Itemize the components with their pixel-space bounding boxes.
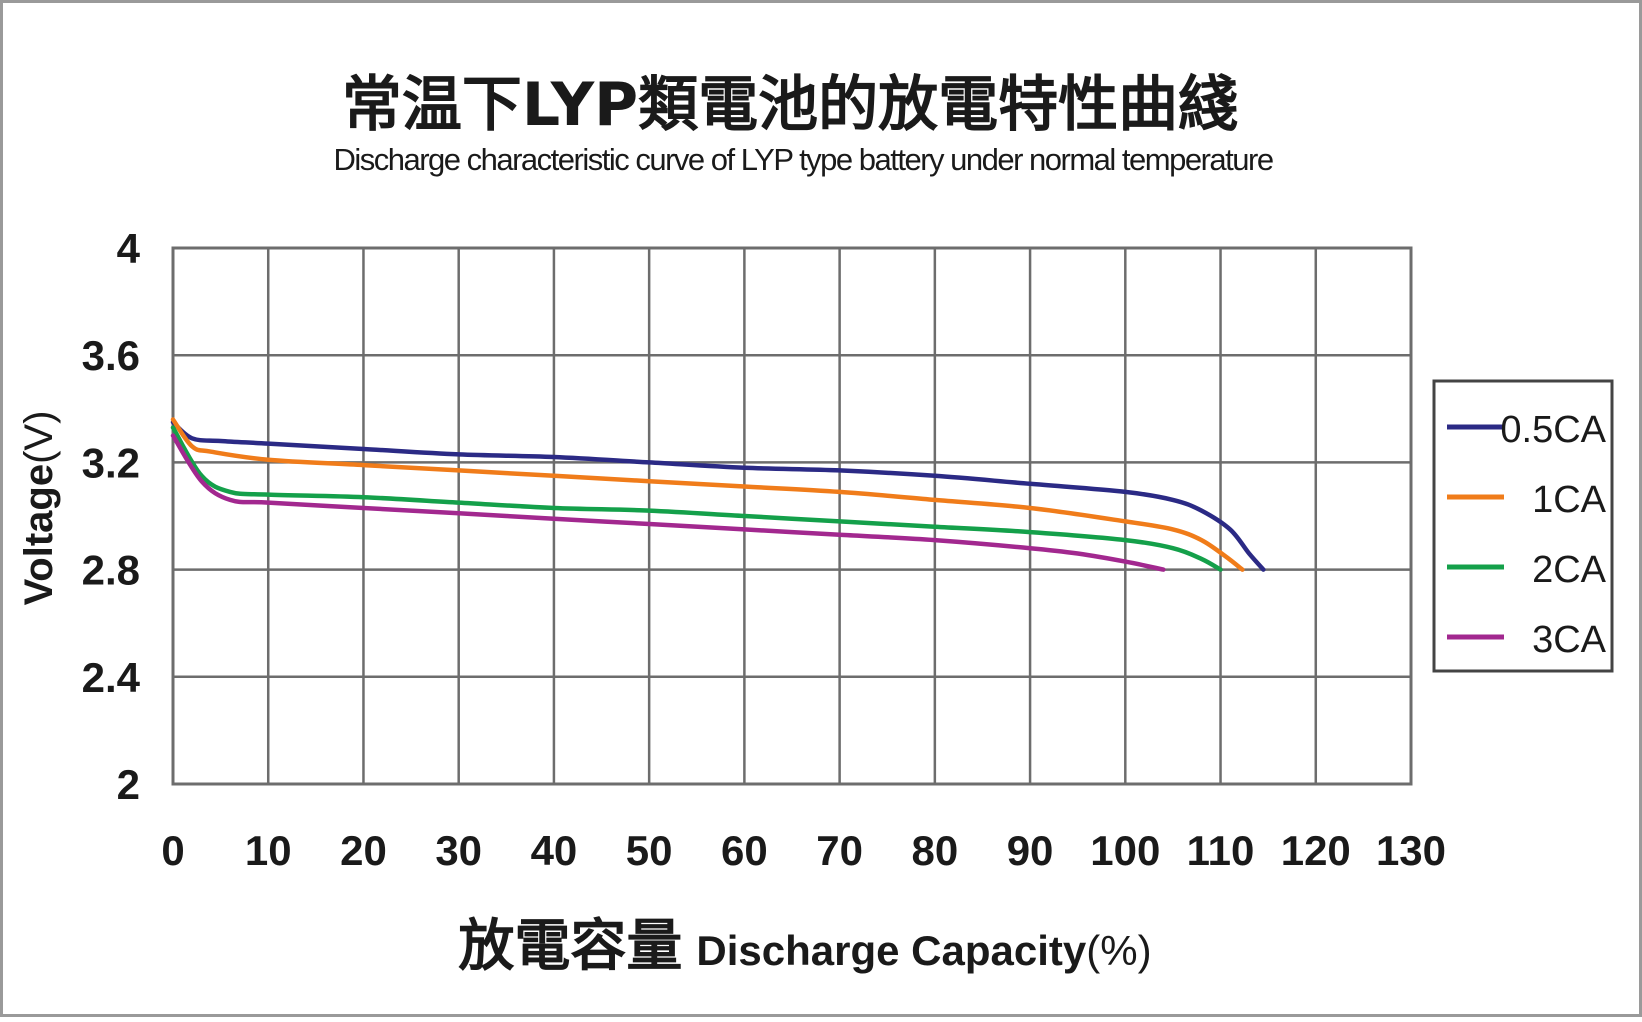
x-tick-label: 40 (531, 827, 578, 874)
x-tick-label: 110 (1187, 827, 1255, 874)
x-tick-label: 80 (911, 827, 958, 874)
x-tick-label: 120 (1281, 827, 1351, 874)
plot-area (171, 246, 1413, 786)
series-line-3ca (170, 433, 1166, 572)
y-tick-label: 3.6 (82, 332, 140, 379)
y-axis-unit: (V) (17, 411, 61, 464)
x-tick-label: 30 (435, 827, 482, 874)
x-axis-label: Discharge Capacity (696, 927, 1086, 974)
x-tick-label: 0 (161, 827, 184, 874)
legend-item: 3CA (1447, 619, 1607, 661)
legend-item: 2CA (1447, 549, 1607, 591)
y-tick-label: 2.4 (82, 654, 141, 701)
chart-subtitle: Discharge characteristic curve of LYP ty… (333, 142, 1272, 177)
series-line-1ca (170, 417, 1245, 572)
y-tick-label: 2.8 (82, 547, 140, 594)
x-axis-ticks: 0 10 20 30 40 50 60 70 80 90 100 110 120 130 (161, 827, 1446, 874)
legend: 0.5CA 1CA 2CA 3CA (1447, 409, 1607, 661)
legend-label: 1CA (1532, 479, 1607, 521)
grid-lines (173, 248, 1411, 784)
series-line-2ca (170, 425, 1223, 572)
legend-label: 2CA (1532, 549, 1607, 591)
y-axis-title: Voltage(V) (17, 411, 61, 606)
legend-item: 1CA (1447, 479, 1607, 521)
series-line-0_5ca (170, 419, 1266, 572)
legend-label: 0.5CA (1500, 409, 1606, 451)
x-axis-label-zh: 放電容量 (458, 914, 682, 979)
y-axis-ticks: 2 2.4 2.8 3.2 3.6 4 (82, 225, 141, 808)
legend-label: 3CA (1532, 619, 1607, 661)
series-layer (170, 417, 1266, 572)
y-axis-label: Voltage (17, 464, 61, 606)
x-axis-unit: (%) (1086, 927, 1151, 974)
x-tick-label: 90 (1007, 827, 1054, 874)
x-tick-label: 10 (245, 827, 292, 874)
x-tick-label: 60 (721, 827, 768, 874)
chart-title: 常温下LYP類電池的放電特性曲綫 (342, 70, 1238, 140)
legend-item: 0.5CA (1447, 409, 1607, 451)
y-tick-label: 2 (117, 761, 140, 808)
y-tick-label: 4 (117, 225, 141, 272)
x-tick-label: 130 (1376, 827, 1446, 874)
y-tick-label: 3.2 (82, 439, 140, 486)
x-tick-label: 100 (1090, 827, 1160, 874)
x-axis-title: 放電容量 Discharge Capacity(%) (458, 914, 1151, 979)
x-tick-label: 20 (340, 827, 387, 874)
x-tick-label: 70 (816, 827, 863, 874)
x-tick-label: 50 (626, 827, 673, 874)
